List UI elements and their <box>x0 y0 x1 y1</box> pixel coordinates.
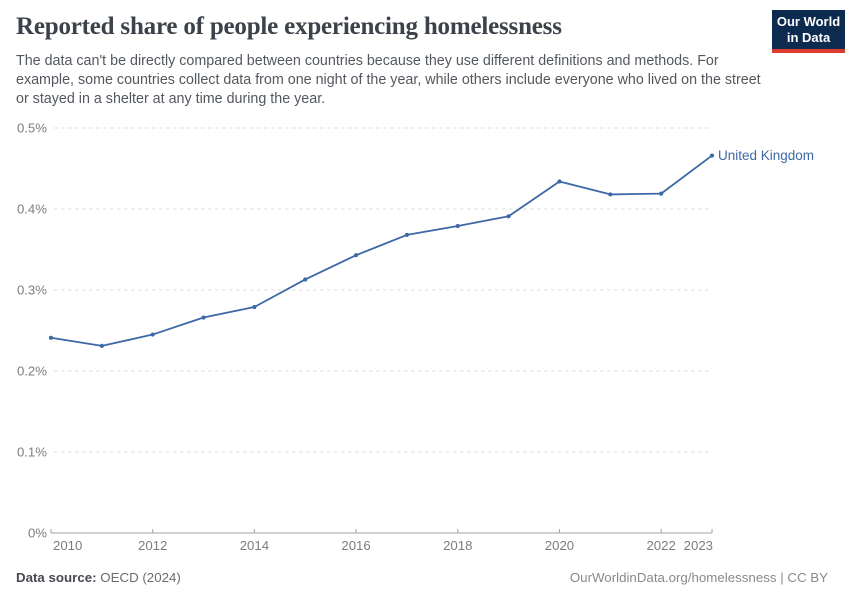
data-point-marker[interactable] <box>506 214 511 219</box>
y-tick-label: 0.3% <box>17 283 47 298</box>
data-point-marker[interactable] <box>353 253 359 258</box>
line-chart-canvas[interactable]: 0% 0.1% 0.2% 0.3% 0.4% 0.5% 2010 2012 2014 2016 20… <box>0 113 850 568</box>
data-point-marker[interactable] <box>303 277 308 282</box>
x-tick-label: 2023 <box>684 538 713 553</box>
y-tick-label: 0% <box>28 526 47 541</box>
attribution-link[interactable]: OurWorldinData.org/homelessness | CC BY <box>569 570 828 585</box>
x-tick-label: 2010 <box>53 538 82 553</box>
owid-logo[interactable]: Our World in Data <box>772 10 845 53</box>
x-tick-label: 2012 <box>138 538 167 553</box>
x-tick-label: 2014 <box>240 538 269 553</box>
data-point-marker[interactable] <box>709 153 715 158</box>
data-point-marker[interactable] <box>455 223 460 229</box>
y-tick-label: 0.5% <box>17 121 47 136</box>
series-label: United Kingdom <box>718 148 814 163</box>
trend-line <box>50 154 713 347</box>
data-point-marker[interactable] <box>201 315 206 320</box>
data-point-marker[interactable] <box>404 232 410 238</box>
data-point-marker[interactable] <box>99 343 104 348</box>
data-point-marker[interactable] <box>608 192 613 197</box>
y-tick-label: 0.4% <box>17 202 47 217</box>
owid-logo-line1: Our World <box>776 14 841 29</box>
data-source: Data source: OECD (2024) <box>16 570 181 585</box>
data-source-label: Data source: <box>16 570 97 585</box>
x-tick-label: 2020 <box>545 538 574 553</box>
data-point-marker[interactable] <box>557 179 562 184</box>
x-tick-label: 2022 <box>646 538 675 553</box>
y-tick-label: 0.1% <box>17 445 47 460</box>
data-point-marker[interactable] <box>48 335 54 340</box>
owid-logo-line2: in Data <box>786 30 831 45</box>
chart-title: Reported share of people experiencing ho… <box>16 13 562 40</box>
y-tick-label: 0.2% <box>17 364 47 379</box>
data-source-value: OECD (2024) <box>100 570 181 585</box>
data-point-marker[interactable] <box>150 332 155 337</box>
x-tick-label: 2018 <box>443 538 472 553</box>
x-tick-label: 2016 <box>341 538 370 553</box>
data-point-marker[interactable] <box>659 191 664 196</box>
data-point-marker[interactable] <box>252 304 257 310</box>
chart-subtitle: The data can't be directly compared betw… <box>16 53 761 107</box>
